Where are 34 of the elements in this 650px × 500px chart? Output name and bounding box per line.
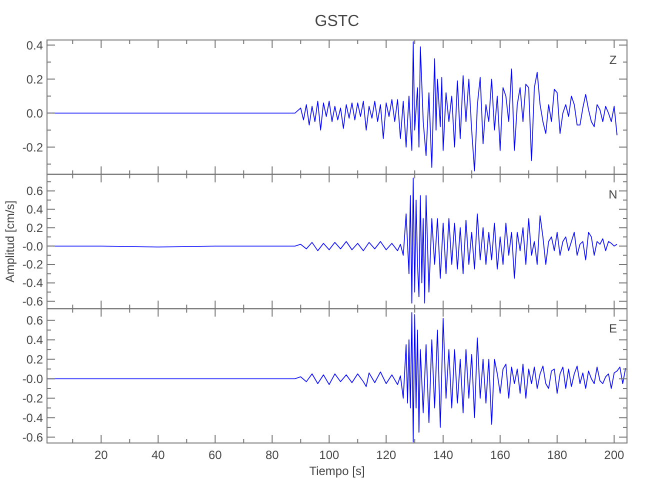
y-tick-label: 0.0 <box>26 106 44 120</box>
annotation: Z <box>609 53 617 67</box>
x-tick-label: 80 <box>265 448 280 462</box>
x-tick-label: 140 <box>433 448 454 462</box>
y-tick-label: 0.4 <box>26 38 44 52</box>
y-tick-label: 0.2 <box>26 220 44 235</box>
y-tick-label: -0.2 <box>22 391 44 406</box>
x-tick-label: 20 <box>94 448 108 462</box>
chart-title: GSTC <box>314 13 360 30</box>
x-tick-label: 180 <box>547 448 568 462</box>
y-tick-label: 0.4 <box>26 202 44 216</box>
y-tick-label: 0.6 <box>26 314 44 328</box>
y-axis-title: Amplitud [cm/s] <box>3 200 17 283</box>
y-tick-label: -0.2 <box>22 258 44 272</box>
y-tick-label: -0.6 <box>22 430 44 444</box>
y-tick-label: -0.2 <box>22 140 44 154</box>
y-tick-label: -0.6 <box>22 294 44 309</box>
x-tick-label: 160 <box>490 448 510 462</box>
y-tick-label: 0.2 <box>26 72 44 86</box>
y-tick-label: -0.4 <box>22 410 44 425</box>
x-tick-label: 100 <box>319 448 340 462</box>
x-axis-title: Tiempo [s] <box>309 464 365 478</box>
y-tick-label: -0.4 <box>22 276 44 290</box>
y-tick-label: -0.0 <box>22 239 44 254</box>
y-tick-label: 0.4 <box>26 333 44 348</box>
x-tick-label: 60 <box>208 448 222 462</box>
y-tick-label: 0.2 <box>26 352 44 366</box>
annotation: N <box>608 187 618 202</box>
y-tick-label: 0.6 <box>26 184 44 198</box>
x-tick-label: 40 <box>151 448 166 462</box>
x-tick-label: 200 <box>604 448 625 462</box>
annotation: E <box>608 322 618 336</box>
y-tick-label: -0.0 <box>22 372 44 386</box>
x-tick-label: 120 <box>376 448 396 462</box>
